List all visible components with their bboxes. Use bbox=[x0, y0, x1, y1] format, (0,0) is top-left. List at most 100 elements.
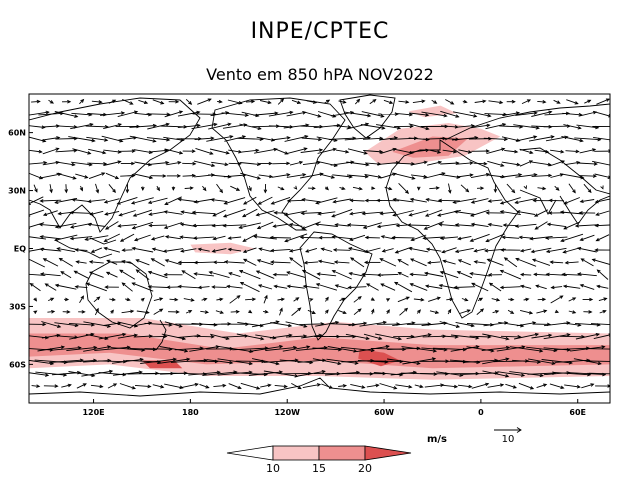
wind-arrow bbox=[499, 197, 521, 205]
wind-arrow bbox=[563, 124, 582, 130]
wind-arrow bbox=[135, 259, 150, 266]
wind-arrow bbox=[147, 160, 170, 166]
wind-arrow bbox=[487, 160, 505, 167]
wind-arrow bbox=[118, 210, 136, 217]
wind-arrow bbox=[209, 333, 230, 341]
wind-arrow bbox=[488, 282, 502, 292]
wind-arrow bbox=[168, 99, 180, 104]
wind-arrow bbox=[486, 147, 506, 155]
wind-arrow bbox=[273, 284, 288, 289]
wind-arrow bbox=[353, 296, 362, 303]
wind-arrow bbox=[317, 211, 336, 216]
wind-arrow bbox=[213, 383, 227, 388]
wind-arrow bbox=[429, 186, 440, 190]
wind-arrow bbox=[314, 222, 338, 227]
wind-arrow bbox=[108, 184, 116, 193]
wind-arrow bbox=[177, 110, 201, 117]
wind-arrow bbox=[120, 149, 136, 153]
wind-arrow bbox=[410, 160, 428, 166]
wind-arrow bbox=[105, 221, 119, 230]
wind-arrow bbox=[338, 309, 347, 315]
wind-arrow bbox=[409, 112, 430, 117]
wind-arrow bbox=[140, 186, 145, 192]
wind-arrow bbox=[240, 172, 261, 180]
wind-arrow bbox=[574, 224, 599, 228]
wind-arrow bbox=[200, 310, 210, 314]
wind-arrow bbox=[414, 384, 424, 389]
wind-arrow bbox=[282, 345, 311, 352]
wind-arrow bbox=[156, 185, 160, 192]
wind-arrow bbox=[208, 122, 232, 130]
wind-arrow bbox=[88, 172, 106, 180]
wind-arrow bbox=[263, 370, 299, 378]
wind-arrow bbox=[531, 173, 553, 178]
wind-arrow bbox=[164, 110, 184, 118]
wind-arrow bbox=[29, 149, 43, 154]
wind-arrow bbox=[242, 247, 257, 254]
wind-arrow bbox=[90, 247, 103, 253]
wind-arrow bbox=[384, 186, 393, 191]
wind-arrow bbox=[596, 98, 610, 105]
wind-arrow bbox=[376, 223, 399, 229]
wind-arrow bbox=[166, 174, 182, 178]
wind-arrow bbox=[71, 198, 91, 203]
wind-arrow bbox=[140, 297, 145, 302]
wind-arrow bbox=[42, 136, 61, 141]
wind-arrow bbox=[256, 259, 274, 266]
wind-arrow bbox=[252, 358, 280, 366]
reference-vector: 10 bbox=[494, 427, 522, 445]
wind-arrow bbox=[269, 333, 293, 339]
wind-arrow bbox=[550, 149, 565, 154]
wind-arrow bbox=[134, 384, 152, 389]
wind-arrow bbox=[315, 320, 340, 327]
wind-arrow bbox=[352, 186, 363, 191]
wind-arrow bbox=[507, 309, 515, 314]
wind-arrow bbox=[534, 221, 548, 230]
wind-arrow bbox=[437, 198, 461, 203]
wind-arrow bbox=[346, 223, 367, 227]
wind-arrow bbox=[239, 282, 260, 293]
wind-arrow bbox=[152, 99, 165, 105]
wind-arrow bbox=[440, 110, 460, 118]
wind-arrow bbox=[566, 99, 579, 105]
wind-arrow bbox=[208, 270, 230, 279]
wind-arrow bbox=[29, 172, 44, 180]
wind-arrow bbox=[370, 308, 375, 315]
wind-arrow bbox=[103, 233, 120, 242]
wind-arrow bbox=[338, 384, 348, 388]
wind-arrow bbox=[334, 284, 349, 290]
coastline-maritime-continent bbox=[54, 237, 117, 259]
wind-arrow bbox=[461, 297, 469, 302]
wind-arrow bbox=[537, 100, 547, 104]
lat-tick-label: EQ bbox=[14, 245, 26, 254]
wind-arrow bbox=[573, 358, 602, 366]
wind-arrow bbox=[166, 160, 182, 166]
wind-arrow bbox=[228, 272, 241, 278]
reference-vector-label: 10 bbox=[502, 434, 515, 445]
wind-arrow bbox=[148, 210, 168, 216]
wind-arrow bbox=[103, 160, 122, 166]
wind-arrow bbox=[150, 235, 165, 241]
wind-arrow bbox=[471, 382, 490, 389]
wind-arrow bbox=[514, 197, 537, 205]
wind-arrow bbox=[308, 186, 316, 191]
coastline-antarctica bbox=[29, 377, 610, 397]
wind-arrow bbox=[140, 357, 178, 364]
wind-arrow bbox=[504, 149, 519, 154]
wind-arrow bbox=[499, 269, 522, 280]
wind-arrow bbox=[277, 98, 285, 105]
wind-arrow bbox=[182, 149, 196, 154]
wind-arrow bbox=[593, 136, 610, 142]
wind-arrow bbox=[211, 248, 227, 253]
wind-arrow bbox=[302, 284, 320, 289]
wind-arrow bbox=[376, 124, 402, 130]
wind-arrow bbox=[108, 99, 117, 104]
wind-arrow bbox=[593, 111, 610, 118]
map-area: 60N 30N EQ 30S 60S 120E 180 120W 60W 0 60E bbox=[8, 93, 611, 417]
wind-arrow bbox=[270, 248, 291, 253]
wind-arrow bbox=[320, 247, 333, 252]
wind-arrow bbox=[164, 383, 184, 390]
wind-arrow bbox=[229, 295, 241, 304]
wind-arrow bbox=[288, 222, 303, 227]
wind-arrow bbox=[483, 321, 509, 327]
